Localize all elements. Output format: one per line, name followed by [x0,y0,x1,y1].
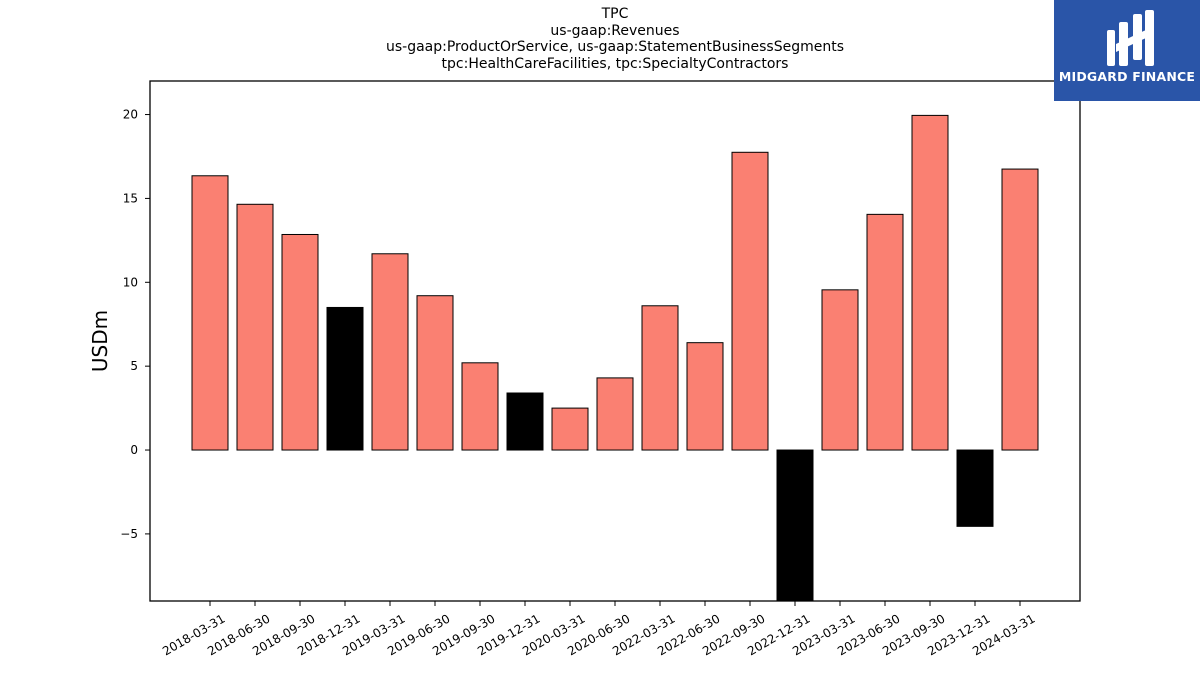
bar-2018-06-30 [236,203,274,451]
bar-2023-12-31 [956,449,994,527]
y-tick-label: 15 [123,191,138,205]
bar-2018-09-30 [281,233,319,451]
y-tick-label: 0 [130,443,138,457]
y-tick-label: −5 [120,527,138,541]
bar-2023-03-31 [821,289,859,451]
bar-2022-12-31 [776,449,814,602]
midgard-finance-logo: MIDGARD FINANCE [1054,0,1200,101]
chart-title-line-3: us-gaap:ProductOrService, us-gaap:Statem… [385,39,844,55]
chart-title-line-4: tpc:HealthCareFacilities, tpc:SpecialtyC… [441,55,789,72]
bar-2020-06-30 [596,377,634,451]
bar-2020-03-31 [551,407,589,451]
bar-2019-03-31 [371,253,409,451]
chart-title-line-1: TPC [601,6,629,22]
y-axis-label: USDm [88,310,112,372]
chart-title: TPC us-gaap:Revenues us-gaap:ProductOrSe… [0,6,1200,72]
bar-2022-06-30 [686,342,724,451]
bar-2022-03-31 [641,305,679,451]
midgard-logo-icon [1107,10,1154,66]
bar-2024-03-31 [1001,168,1039,451]
chart-title-line-2: us-gaap:Revenues [550,22,680,39]
bar-2023-09-30 [911,114,949,451]
bar-2019-12-31 [506,392,544,451]
logo-text: MIDGARD FINANCE [1058,69,1196,84]
bar-2023-06-30 [866,213,904,451]
bar-2019-09-30 [461,362,499,451]
y-tick-label: 10 [123,275,138,289]
y-tick-label: 20 [123,108,138,122]
y-tick-label: 5 [130,359,138,373]
bar-2018-12-31 [326,306,364,451]
bar-2019-06-30 [416,295,454,451]
bar-2022-09-30 [731,151,769,451]
bar-2018-03-31 [191,175,229,451]
